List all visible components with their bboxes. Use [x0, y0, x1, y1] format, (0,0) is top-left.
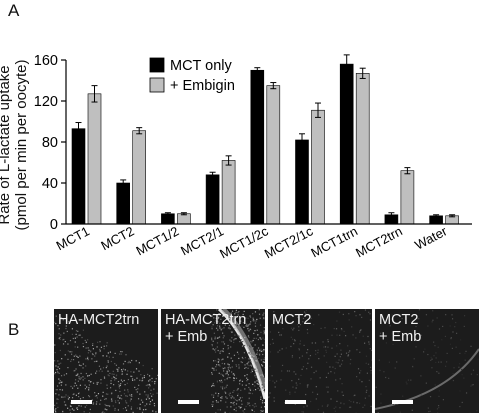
bar-embigin-mct2trn: [400, 170, 415, 225]
bar-embigin-mct1: [87, 93, 102, 225]
x-tick-label: MCT1/2: [133, 223, 181, 258]
x-tick-label: MCT1: [54, 223, 92, 253]
legend-swatch-embigin: [149, 77, 165, 93]
micrograph-caption: HA-MCT2trn + Emb: [165, 312, 246, 346]
x-tick-label: MCT1/2c: [217, 223, 271, 261]
y-axis: 0 40 80 120 160: [34, 53, 66, 233]
bar-group: [71, 63, 459, 225]
scale-bar: [285, 400, 306, 404]
caption-line-1: HA-MCT2trn: [58, 312, 140, 328]
micrograph-mct2-emb: MCT2 + Emb: [375, 309, 479, 413]
y-tick-label: 120: [34, 94, 58, 110]
x-tick-label: MCT1trn: [308, 223, 360, 260]
bar-embigin-mct2: [132, 130, 146, 225]
micrograph-caption: MCT2 + Emb: [379, 312, 421, 346]
y-tick-label: 40: [42, 176, 58, 192]
x-tick-label: MCT2/1c: [262, 223, 316, 261]
legend-label-mct-only: MCT only: [170, 58, 233, 74]
legend-swatch-mct-only: [149, 57, 165, 73]
caption-line-1: HA-MCT2trn: [165, 312, 247, 328]
caption-line-2: + Emb: [165, 329, 208, 345]
error-bar-group: [75, 54, 456, 218]
micrograph-caption: HA-MCT2trn: [58, 312, 139, 329]
y-tick-label: 160: [34, 53, 58, 69]
caption-line-1: MCT2: [272, 312, 312, 328]
micrograph-ha-mct2trn-emb: HA-MCT2trn + Emb: [161, 309, 265, 413]
bar-embigin-mct2-1: [221, 160, 236, 225]
micrograph-image: [54, 315, 158, 413]
scale-bar: [178, 400, 199, 404]
bar-embigin-mct2-1c: [311, 109, 325, 225]
bar-mct-only-mct1-2: [161, 213, 175, 225]
legend: MCT only + Embigin: [149, 57, 235, 94]
x-axis-labels: MCT1 MCT2MCT1/2MCT2/1MCT1/2cMCT2/1cMCT1tr…: [54, 223, 450, 261]
panel-b-label: B: [8, 320, 20, 339]
caption-line-2: + Emb: [379, 329, 422, 345]
micrograph-image: [268, 309, 372, 413]
y-tick-label: 0: [50, 217, 58, 233]
bar-embigin-mct1trn: [355, 73, 370, 225]
bar-mct-only-mct2: [116, 182, 130, 225]
legend-label-embigin: + Embigin: [170, 78, 235, 94]
scale-bar: [392, 400, 413, 404]
micrograph-image: [375, 309, 479, 413]
x-tick-label: Water: [412, 223, 450, 253]
bar-mct-only-mct2-1c: [295, 139, 309, 225]
bar-mct-only-mct1-2c: [250, 69, 265, 225]
bar-mct-only-mct1trn: [339, 63, 354, 225]
bar-embigin-mct1-2c: [266, 85, 281, 225]
scale-bar: [71, 400, 92, 404]
panel-a-label: A: [8, 1, 20, 20]
micrograph-caption: MCT2: [272, 312, 311, 329]
micrograph-image: [211, 309, 265, 413]
y-tick-label: 80: [42, 135, 58, 151]
x-tick-label: MCT2trn: [353, 223, 405, 260]
bar-mct-only-mct1: [71, 128, 86, 225]
micrograph-mct2: MCT2: [268, 309, 372, 413]
x-tick-label: MCT2: [98, 223, 136, 253]
bar-mct-only-mct2-1: [205, 174, 220, 225]
micrograph-ha-mct2trn: HA-MCT2trn: [54, 309, 158, 413]
caption-line-1: MCT2: [379, 312, 419, 328]
bar-embigin-mct1-2: [177, 213, 191, 225]
